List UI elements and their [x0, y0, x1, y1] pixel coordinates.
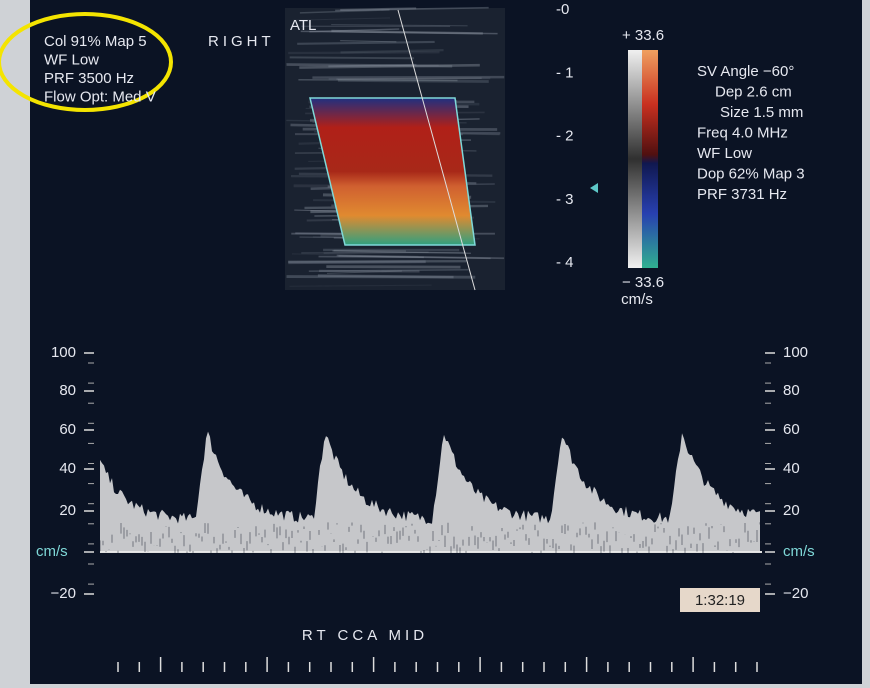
- tissue-speckle: [336, 78, 481, 79]
- setting-line: Col 91% Map 5: [44, 33, 147, 50]
- depth-tick-label: - 2: [556, 128, 574, 145]
- setting-line: Size 1.5 mm: [720, 104, 803, 121]
- color-min: − 33.6: [622, 274, 664, 291]
- tissue-speckle: [319, 271, 419, 272]
- ultrasound-screen: ATL RIGHT 1:32:19 RT CCA MID + 33.6 − 33…: [0, 0, 870, 688]
- time: 1:32:19: [695, 592, 745, 609]
- velocity-label: cm/s: [783, 543, 815, 560]
- depth-tick-label: -0: [556, 1, 569, 18]
- velocity-label: 40: [783, 460, 800, 477]
- velocity-label: −20: [783, 585, 808, 602]
- setting-line: Freq 4.0 MHz: [697, 124, 788, 141]
- gray-bar: [628, 50, 642, 268]
- tissue-speckle: [338, 80, 489, 81]
- depth-tick-label: - 4: [556, 254, 574, 271]
- velocity-label: 80: [59, 382, 76, 399]
- velocity-label: 100: [51, 344, 76, 361]
- color-max: + 33.6: [622, 27, 664, 44]
- page: ATL RIGHT 1:32:19 RT CCA MID + 33.6 − 33…: [0, 0, 870, 688]
- color-bar: [642, 50, 658, 268]
- label: RT CCA MID: [302, 627, 428, 644]
- setting-line: PRF 3500 Hz: [44, 70, 134, 87]
- tissue-speckle: [318, 276, 454, 278]
- velocity-label: 80: [783, 382, 800, 399]
- depth-tick-label: - 3: [556, 191, 574, 208]
- setting-line: WF Low: [697, 145, 752, 162]
- velocity-label: 60: [783, 421, 800, 438]
- setting-line: Dep 2.6 cm: [715, 83, 792, 100]
- depth-tick-label: - 1: [556, 64, 574, 81]
- setting-line: PRF 3731 Hz: [697, 186, 787, 203]
- velocity-label: cm/s: [36, 543, 68, 560]
- setting-line: Dop 62% Map 3: [697, 165, 805, 182]
- tissue-speckle: [290, 57, 414, 58]
- velocity-label: 20: [783, 502, 800, 519]
- color-unit: cm/s: [621, 291, 653, 308]
- setting-line: WF Low: [44, 51, 99, 68]
- tissue-speckle: [286, 64, 452, 66]
- velocity-label: 60: [59, 421, 76, 438]
- tissue-speckle: [288, 52, 439, 53]
- velocity-label: 40: [59, 460, 76, 477]
- setting-line: Flow Opt: Med V: [44, 88, 156, 105]
- velocity-label: 20: [59, 502, 76, 519]
- orientation: RIGHT: [208, 33, 275, 50]
- velocity-label: 100: [783, 344, 808, 361]
- setting-line: SV Angle −60°: [697, 63, 794, 80]
- brand: ATL: [290, 17, 316, 34]
- tissue-speckle: [288, 261, 466, 262]
- velocity-label: −20: [51, 585, 76, 602]
